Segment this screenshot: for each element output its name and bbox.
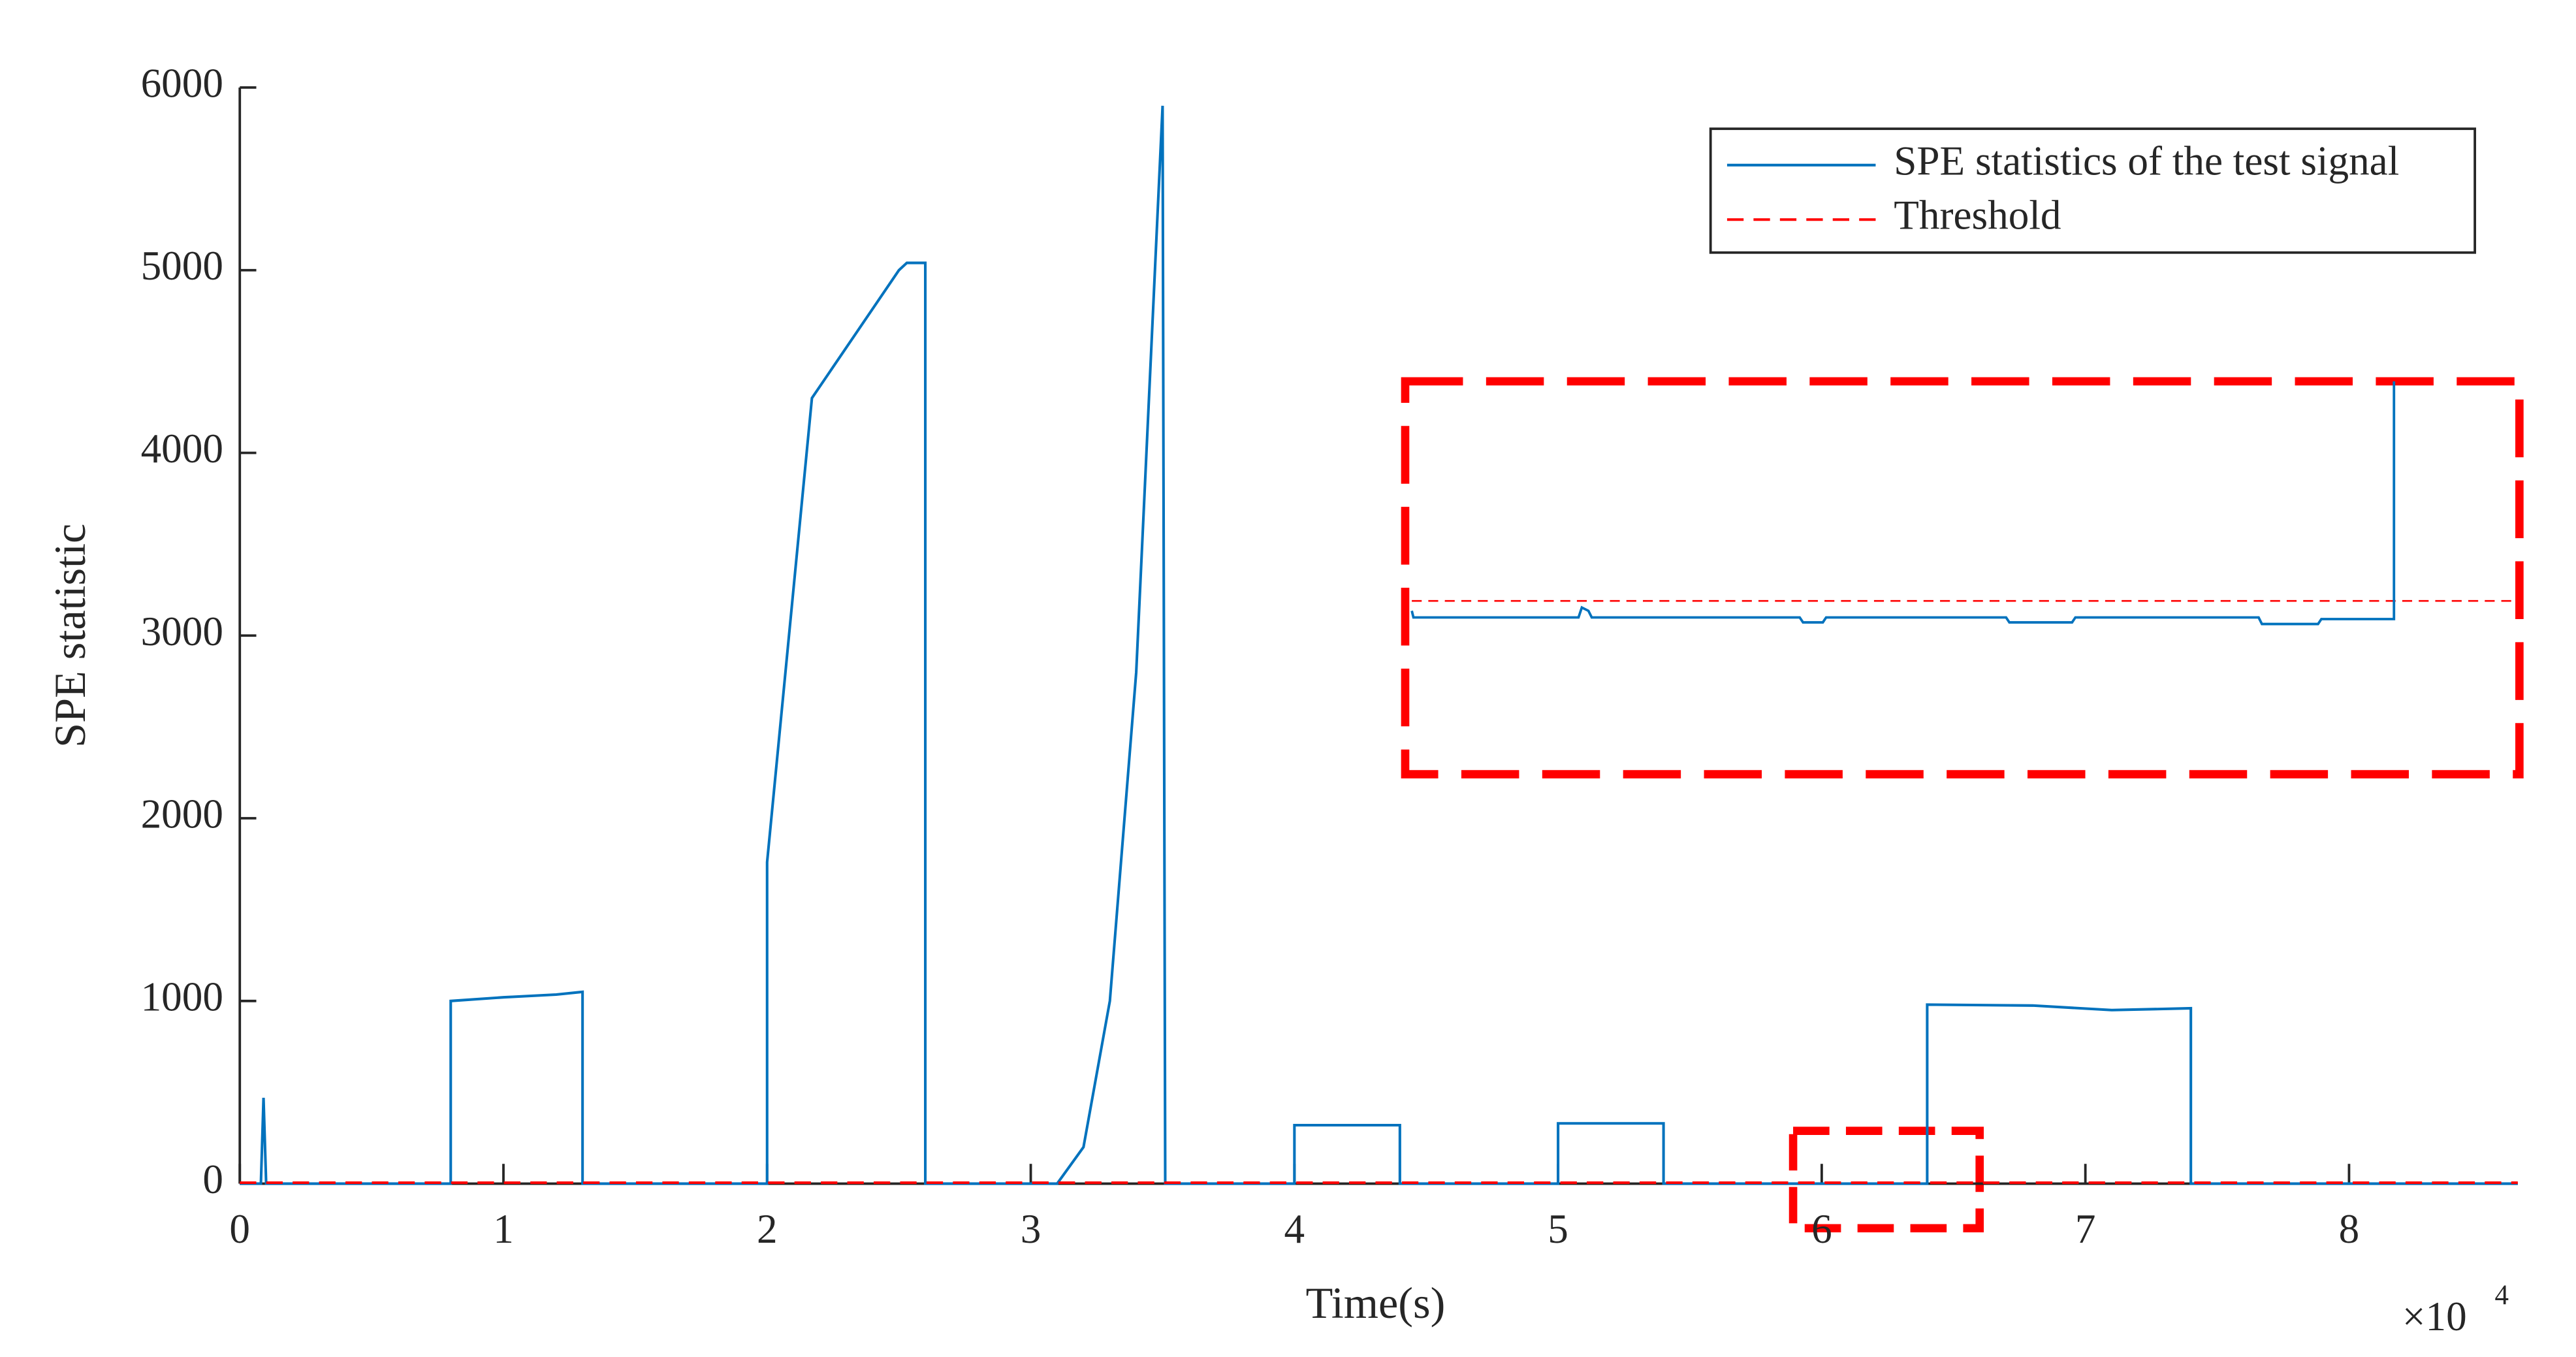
series-line (240, 105, 2518, 1185)
x-tick-label: 1 (493, 1206, 514, 1252)
y-tick-label: 1000 (141, 974, 223, 1019)
legend (1709, 127, 2477, 254)
legend-label: Threshold (1894, 193, 2061, 238)
x-tick-label: 0 (229, 1206, 250, 1252)
x-tick-label: 6 (1811, 1206, 1832, 1252)
x-multiplier: ×10 (2402, 1294, 2467, 1339)
x-tick-label: 3 (1021, 1206, 1042, 1252)
y-tick-label: 3000 (141, 609, 223, 654)
legend-label: SPE statistics of the test signal (1894, 138, 2399, 184)
zoom-region (1789, 1126, 1984, 1233)
inset-line (1410, 381, 2396, 626)
y-axis-label: SPE statistic (45, 524, 95, 748)
y-tick-label: 0 (202, 1157, 223, 1202)
zoom-inset (1401, 377, 2524, 778)
x-tick-label: 4 (1284, 1206, 1305, 1252)
x-axis-label: Time(s) (1306, 1278, 1446, 1328)
y-tick-label: 4000 (141, 426, 223, 471)
x-tick-label: 8 (2339, 1206, 2360, 1252)
x-tick-label: 7 (2075, 1206, 2096, 1252)
y-tick-label: 2000 (141, 791, 223, 837)
x-multiplier-exponent: 4 (2494, 1280, 2508, 1311)
x-tick-label: 5 (1548, 1206, 1568, 1252)
y-tick-label: 5000 (141, 243, 223, 289)
x-tick-label: 2 (757, 1206, 778, 1252)
y-tick-label: 6000 (141, 60, 223, 106)
